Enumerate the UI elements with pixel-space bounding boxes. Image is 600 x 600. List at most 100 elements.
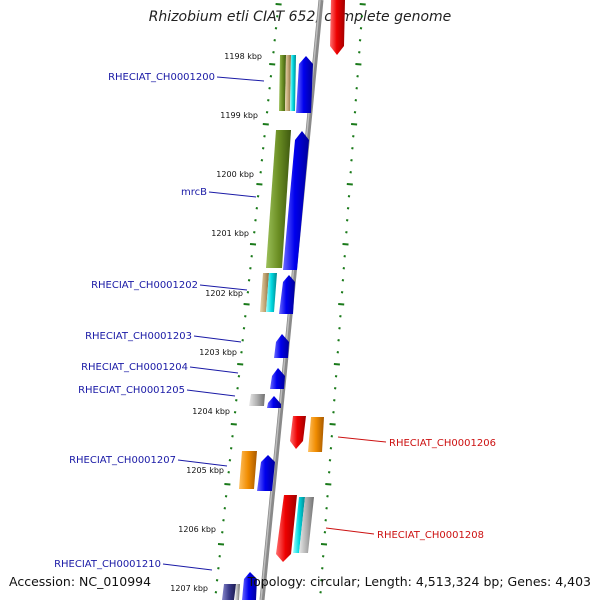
- scale-dot: [272, 51, 275, 54]
- scale-dot: [250, 255, 253, 258]
- gene-label[interactable]: RHECIAT_CH0001205: [78, 385, 185, 396]
- gene-label[interactable]: RHECIAT_CH0001202: [91, 280, 198, 291]
- kbp-label: 1207 kbp: [170, 584, 208, 593]
- gene-arrow[interactable]: [330, 0, 345, 55]
- scale-dot: [256, 183, 263, 186]
- gene-label[interactable]: RHECIAT_CH0001200: [108, 72, 215, 83]
- gene-arrow[interactable]: [283, 131, 309, 270]
- kbp-label: 1205 kbp: [186, 466, 224, 475]
- map-title: Rhizobium etli CIAT 652, complete genome: [148, 9, 452, 25]
- scale-dot: [358, 51, 361, 54]
- scale-dot: [342, 267, 346, 270]
- scale-dot: [265, 111, 269, 114]
- scale-dot: [319, 591, 322, 594]
- kbp-label: 1202 kbp: [205, 289, 243, 298]
- gene-arrow[interactable]: [270, 368, 285, 389]
- scale-dot: [230, 423, 237, 426]
- scale-dot: [259, 171, 262, 174]
- scale-dot: [345, 219, 349, 222]
- scale-dot: [274, 27, 278, 30]
- scale-dot: [337, 339, 340, 342]
- gene-label[interactable]: RHECIAT_CH0001203: [85, 331, 192, 342]
- scale-dot: [275, 3, 282, 6]
- gene-feature[interactable]: [279, 55, 286, 111]
- gene-feature[interactable]: [299, 497, 314, 553]
- kbp-label: 1206 kbp: [178, 525, 216, 534]
- scale-dot: [355, 87, 358, 90]
- scale-dot: [340, 291, 344, 294]
- scale-dot: [338, 303, 345, 306]
- gene-arrow[interactable]: [242, 572, 257, 600]
- gene-feature[interactable]: [235, 584, 240, 600]
- gene-feature[interactable]: [266, 273, 277, 312]
- gene-feature[interactable]: [290, 55, 296, 111]
- gene-label[interactable]: RHECIAT_CH0001206: [389, 438, 496, 449]
- scale-dot: [224, 483, 231, 486]
- scale-dot: [346, 207, 350, 210]
- gene-feature[interactable]: [249, 394, 265, 406]
- gene-arrow[interactable]: [279, 275, 295, 314]
- scale-dot: [349, 171, 352, 174]
- gene-feature[interactable]: [308, 417, 324, 452]
- gene-feature[interactable]: [285, 55, 291, 111]
- gene-arrow[interactable]: [290, 416, 306, 449]
- gene-label[interactable]: RHECIAT_CH0001204: [81, 362, 188, 373]
- kbp-label: 1198 kbp: [224, 52, 262, 61]
- gene-arrow[interactable]: [274, 334, 289, 358]
- scale-dot: [269, 75, 273, 78]
- scale-dot: [351, 147, 354, 150]
- scale-dot: [321, 567, 324, 570]
- gene-label[interactable]: RHECIAT_CH0001210: [54, 559, 161, 570]
- scale-dot: [262, 123, 269, 126]
- scale-dot: [327, 471, 331, 474]
- scale-dot: [215, 579, 219, 582]
- scale-dot: [332, 411, 335, 414]
- scale-dot: [276, 15, 279, 18]
- scale-dot: [240, 351, 243, 354]
- scale-dot: [334, 375, 338, 378]
- scale-dot: [359, 27, 363, 30]
- gene-labels: RHECIAT_CH0001200 mrcB RHECIAT_CH0001202…: [54, 72, 496, 570]
- scale-dot: [333, 363, 340, 366]
- scale-dot: [321, 555, 325, 558]
- scale-dot: [247, 279, 251, 282]
- kbp-label: 1203 kbp: [199, 348, 237, 357]
- scale-dot: [233, 411, 237, 414]
- gene-label[interactable]: RHECIAT_CH0001207: [69, 455, 176, 466]
- topology-info: Topology: circular; Length: 4,513,324 bp…: [247, 574, 591, 589]
- label-leaders: [162, 76, 387, 571]
- scale-dot: [320, 543, 328, 546]
- scale-dot: [217, 543, 225, 546]
- scale-dot: [229, 447, 233, 450]
- scale-dot: [330, 435, 334, 438]
- scale-dot: [325, 483, 332, 486]
- scale-dot: [338, 327, 341, 330]
- scale-dot: [218, 555, 221, 558]
- scale-dot: [237, 375, 241, 378]
- scale-dot: [347, 195, 351, 198]
- scale-dot: [244, 315, 247, 318]
- gene-arrow[interactable]: [296, 56, 313, 113]
- scale-dot: [221, 531, 224, 534]
- scale-dot: [350, 159, 353, 162]
- scale-dot: [243, 303, 250, 306]
- gene-label[interactable]: RHECIAT_CH0001208: [377, 530, 484, 541]
- scale-dot: [269, 63, 276, 66]
- scale-dot: [217, 567, 220, 570]
- scale-dot: [329, 423, 336, 426]
- gene-feature[interactable]: [293, 497, 305, 553]
- gene-arrow[interactable]: [267, 396, 281, 408]
- scale-dot: [360, 15, 364, 18]
- scale-dot: [249, 267, 252, 270]
- gene-arrow[interactable]: [257, 455, 275, 491]
- gene-arrow[interactable]: [276, 495, 297, 562]
- gene-label[interactable]: mrcB: [181, 187, 207, 198]
- scale-dot: [342, 243, 349, 246]
- scale-dot: [333, 399, 336, 402]
- gene-feature[interactable]: [266, 130, 291, 268]
- scale-dots: [214, 3, 366, 594]
- scale-dot: [358, 39, 362, 42]
- gene-feature[interactable]: [239, 451, 257, 489]
- gene-feature[interactable]: [222, 584, 236, 600]
